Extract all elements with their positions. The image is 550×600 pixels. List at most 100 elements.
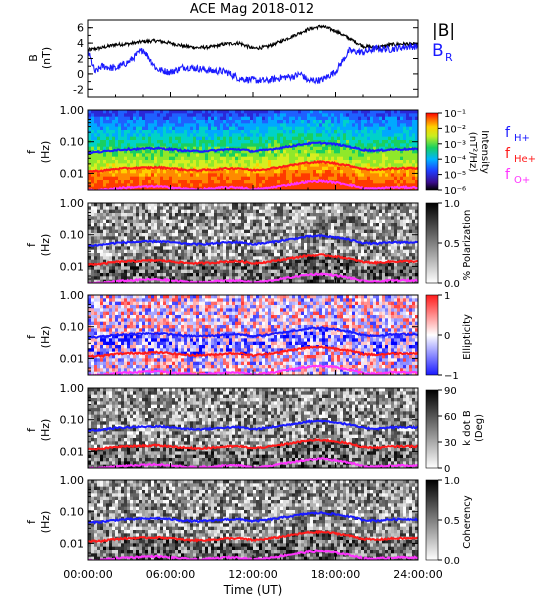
polarization-colorbar xyxy=(425,202,439,284)
gyrofreq-H-line xyxy=(88,141,418,155)
b-field-ytick-label: 4 xyxy=(77,37,84,50)
colorbar-tick-label: 10⁻³ xyxy=(444,140,466,151)
x-axis-label: Time (UT) xyxy=(223,583,283,597)
colorbar-tick-label: 1.0 xyxy=(444,199,460,210)
intensity-colorbar xyxy=(425,112,439,191)
f-ytick-label: 0.10 xyxy=(60,506,85,519)
f-ytick-label: 1.00 xyxy=(60,474,85,487)
b-field-ytick-label: -2 xyxy=(73,83,84,96)
colorbar-tick-label: 10⁻⁵ xyxy=(444,171,466,182)
gyrofreq-H-line xyxy=(88,511,418,525)
colorbar-tick-label: 10⁻¹ xyxy=(444,109,466,120)
coherency-yunit: (Hz) xyxy=(39,511,52,534)
colorbar-tick-label: 0.0 xyxy=(444,556,460,567)
b-field-ytick-label: 0 xyxy=(77,68,84,81)
coherency-y-axis: 1.00 0.10 0.01 xyxy=(60,474,418,557)
colorbar-tick-label: 30 xyxy=(444,438,457,449)
svg-text:O+: O+ xyxy=(514,175,530,186)
colorbar-tick-label: 0.5 xyxy=(444,239,460,250)
f-ytick-label: 1.00 xyxy=(60,104,85,117)
colorbar-tick-label: 0 xyxy=(444,331,450,342)
colorbar-tick-label: 0.0 xyxy=(444,279,460,290)
gyrofreq-He-line xyxy=(88,529,418,544)
coherency-colorbar-label: Coherency xyxy=(462,495,473,548)
kdotb-colorbar-label: k dot B xyxy=(462,410,473,446)
intensity-y-axis: 1.00 0.10 0.01 xyxy=(60,104,418,187)
gyrofreq-He-line xyxy=(88,159,418,174)
f-ytick-label: 0.10 xyxy=(60,229,85,242)
legend-f-h: f H+ xyxy=(505,125,530,144)
legend-f-he: f He+ xyxy=(505,146,536,165)
colorbar-tick-label: 1.0 xyxy=(444,476,460,487)
intensity-yunit: (Hz) xyxy=(39,141,52,164)
b-field-y-axis: -2 0 2 4 6 xyxy=(73,19,418,98)
kdotb-panel: 1.00 0.10 0.01 f (Hz) 90 60 30 0 k dot B (Deg… xyxy=(25,382,485,475)
ellipticity-colorbar xyxy=(425,294,439,376)
time-tick-label: 06:00:00 xyxy=(146,568,195,581)
intensity-colorbar-unit: (nT²/Hz) xyxy=(467,132,478,172)
kdotb-yunit: (Hz) xyxy=(39,419,52,442)
colorbar-tick-label: 90 xyxy=(444,386,457,397)
kdotb-colorbar xyxy=(425,389,439,469)
coherency-ylabel: f xyxy=(25,519,38,524)
f-ytick-label: 1.00 xyxy=(60,289,85,302)
svg-text:H+: H+ xyxy=(514,133,530,144)
b-radial-line xyxy=(88,42,418,85)
svg-text:f: f xyxy=(505,167,511,183)
f-ytick-label: 0.10 xyxy=(60,321,85,334)
polarization-yunit: (Hz) xyxy=(39,234,52,257)
f-ytick-label: 1.00 xyxy=(60,197,85,210)
b-field-ylabel: B xyxy=(27,54,40,62)
f-ytick-label: 1.00 xyxy=(60,382,85,395)
legend-f-o: f O+ xyxy=(505,167,530,186)
b-magnitude-line xyxy=(88,24,418,52)
colorbar-tick-label: 10⁻⁴ xyxy=(444,155,466,166)
polarization-panel: 1.00 0.10 0.01 f (Hz) 1.0 0.5 0.0 % Polariza… xyxy=(25,197,473,290)
polarization-ylabel: f xyxy=(25,242,38,247)
intensity-ylabel: f xyxy=(25,149,38,154)
gyrofreq-H-line xyxy=(88,326,418,341)
time-tick-label: 18:00:00 xyxy=(311,568,360,581)
f-ytick-label: 0.01 xyxy=(60,537,85,550)
polarization-colorbar-label: % Polarization xyxy=(462,210,473,281)
legend-b-radial: B R xyxy=(432,41,453,64)
colorbar-tick-label: 0.5 xyxy=(444,516,460,527)
f-ytick-label: 0.01 xyxy=(60,167,85,180)
svg-text:f: f xyxy=(505,125,511,141)
b-field-ytick-label: 2 xyxy=(77,53,84,66)
svg-text:He+: He+ xyxy=(514,154,536,165)
colorbar-tick-label: 10⁻² xyxy=(444,124,466,135)
ellipticity-ylabel: f xyxy=(25,334,38,339)
time-tick-label: 12:00:00 xyxy=(228,568,277,581)
svg-text:B: B xyxy=(432,41,444,61)
polarization-y-axis: 1.00 0.10 0.01 xyxy=(60,197,418,280)
f-ytick-label: 0.01 xyxy=(60,352,85,365)
intensity-colorbar-label: Intensity xyxy=(479,130,490,174)
colorbar-tick-label: −1 xyxy=(444,371,459,382)
f-ytick-label: 0.10 xyxy=(60,136,85,149)
time-tick-label: 00:00:00 xyxy=(63,568,112,581)
colorbar-tick-label: 0 xyxy=(444,464,450,475)
f-ytick-label: 0.01 xyxy=(60,445,85,458)
ellipticity-panel: 1.00 0.10 0.01 f (Hz) 1 0 −1 Ellipticity xyxy=(25,289,473,382)
ellipticity-y-axis: 1.00 0.10 0.01 xyxy=(60,289,418,372)
svg-text:R: R xyxy=(445,51,453,64)
gyrofreq-He-line xyxy=(88,253,418,267)
time-tick-label: 24:00:00 xyxy=(393,568,442,581)
coherency-panel: 1.00 0.10 0.01 f (Hz) 1.0 0.5 0.0 Coherency xyxy=(25,474,473,567)
time-x-axis: 00:00:00 06:00:00 12:00:00 18:00:00 24:00:00 xyxy=(63,92,443,581)
ellipticity-colorbar-label: Ellipticity xyxy=(462,314,473,360)
gyrofreq-He-line xyxy=(88,345,418,359)
b-field-yunit: (nT) xyxy=(40,47,53,69)
colorbar-tick-label: 1 xyxy=(444,291,450,302)
b-field-ytick-label: 6 xyxy=(77,22,84,35)
gyrofreq-H-line xyxy=(88,234,418,248)
kdotb-colorbar-unit: (Deg) xyxy=(474,414,485,442)
kdotb-y-axis: 1.00 0.10 0.01 xyxy=(60,382,418,465)
colorbar-tick-label: 10⁻⁶ xyxy=(444,186,466,197)
coherency-colorbar xyxy=(425,479,439,561)
kdotb-ylabel: f xyxy=(25,427,38,432)
gyrofreq-He-line xyxy=(88,438,418,451)
gyrofreq-H-line xyxy=(88,419,418,433)
